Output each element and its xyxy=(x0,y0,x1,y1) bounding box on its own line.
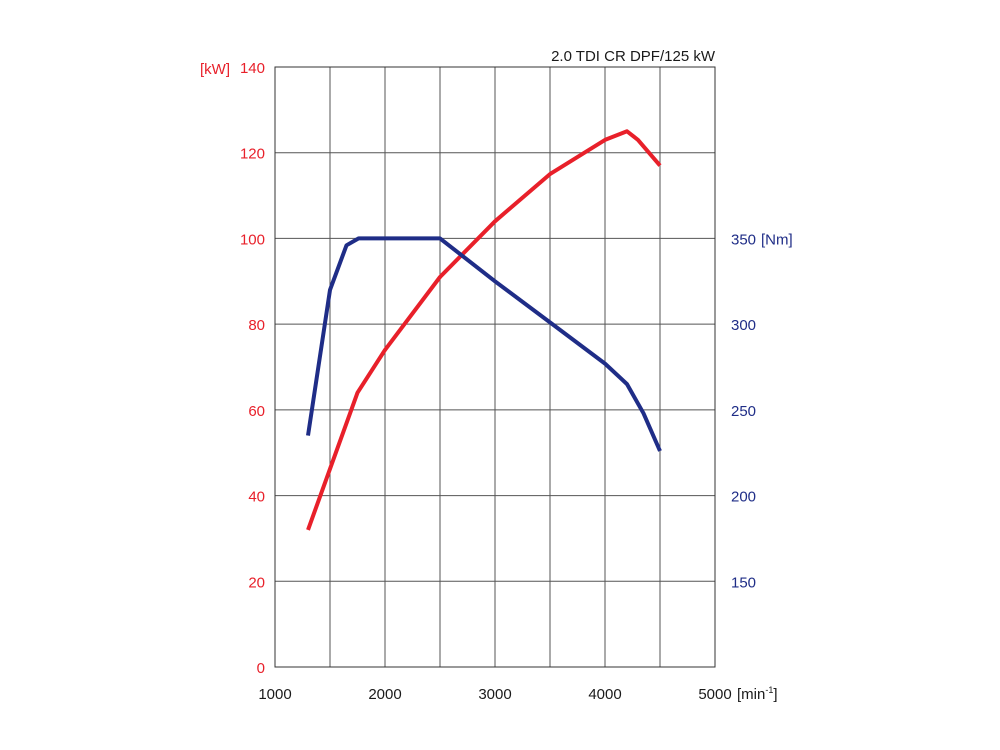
right-axis-tick-label: 250 xyxy=(731,403,756,420)
left-axis-tick-label: 40 xyxy=(248,489,265,506)
x-axis-tick-label: 5000 xyxy=(698,686,731,703)
x-unit-superscript: -1 xyxy=(765,685,773,695)
power-curve xyxy=(306,129,662,531)
right-axis-tick-label: 200 xyxy=(731,489,756,506)
x-axis-tick-label: 2000 xyxy=(368,686,401,703)
x-axis-tick-label: 4000 xyxy=(588,686,621,703)
torque-curve xyxy=(306,236,662,452)
chart-title: 2.0 TDI CR DPF/125 kW xyxy=(551,48,716,65)
right-axis-tick-label: 350 xyxy=(731,231,756,248)
x-axis-tick-label: 3000 xyxy=(478,686,511,703)
x-unit-close: ] xyxy=(773,686,777,703)
right-axis-tick-label: 300 xyxy=(731,317,756,334)
left-axis-tick-label: 60 xyxy=(248,403,265,420)
right-axis-unit-label: [Nm] xyxy=(761,231,793,248)
left-axis-tick-label: 140 xyxy=(240,60,265,77)
grid xyxy=(275,67,715,667)
series-layer xyxy=(306,129,662,531)
x-axis-unit-label: [min-1] xyxy=(737,685,778,703)
x-unit-text: [min xyxy=(737,686,765,703)
plot-frame xyxy=(274,66,716,668)
left-axis-tick-label: 80 xyxy=(248,317,265,334)
left-axis-unit-label: [kW] xyxy=(200,61,230,78)
x-axis-tick-label: 1000 xyxy=(258,686,291,703)
left-axis-tick-label: 120 xyxy=(240,146,265,163)
left-axis-tick-label: 100 xyxy=(240,231,265,248)
right-axis-tick-label: 150 xyxy=(731,574,756,591)
ticks-layer: 0 20 40 60 80 100 120 140 150 200 250 300 350 1000 200… xyxy=(240,60,756,703)
left-axis-tick-label: 20 xyxy=(248,574,265,591)
left-axis-tick-label: 0 xyxy=(257,660,265,677)
